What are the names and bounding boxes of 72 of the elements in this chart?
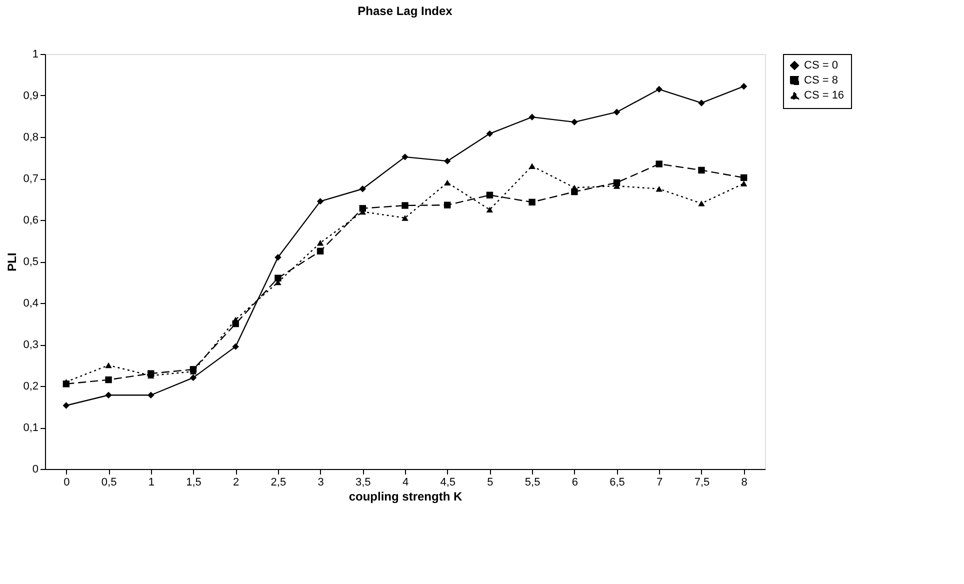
x-tick-label: 1: [148, 476, 154, 488]
x-tick-label: 2: [233, 476, 240, 488]
point: [571, 118, 578, 126]
y-tick-label: 0,6: [23, 214, 38, 226]
x-tick-label: 8: [741, 476, 748, 488]
point: [528, 163, 536, 169]
x-tick-label: 4: [402, 476, 409, 488]
point: [528, 114, 536, 120]
x-tick-label: 7: [656, 476, 663, 488]
point: [232, 343, 239, 350]
point: [402, 202, 408, 209]
point: [486, 206, 494, 213]
point: [698, 200, 705, 206]
x-tick-label: 5,5: [524, 476, 540, 488]
y-tick-label: 0,7: [23, 173, 38, 185]
y-tick-label: 1: [32, 48, 38, 60]
x-axis-title: coupling strength K: [348, 490, 462, 504]
x-tick-label: 2,5: [270, 476, 286, 488]
x-tick-label: 6: [572, 476, 578, 488]
point: [232, 316, 239, 323]
point: [316, 240, 324, 246]
point: [444, 158, 451, 164]
y-tick-label: 0,5: [23, 256, 38, 268]
point: [613, 108, 620, 116]
point: [316, 248, 324, 254]
point: [105, 362, 112, 368]
point: [571, 184, 578, 191]
x-tick-label: 6,5: [610, 476, 625, 488]
y-tick-label: 0,9: [23, 90, 38, 102]
x-tick-label: 1,5: [186, 476, 202, 488]
point: [444, 180, 451, 186]
point: [486, 130, 494, 138]
point: [274, 274, 282, 282]
point: [316, 198, 324, 205]
y-tick-label: 0,8: [23, 132, 38, 144]
y-axis-title: PLI: [5, 252, 20, 272]
point: [274, 254, 282, 261]
x-tick-label: 7,5: [694, 476, 710, 488]
y-tick-label: 0: [32, 464, 38, 476]
x-tick-label: 0,5: [101, 476, 117, 488]
point: [698, 166, 705, 174]
point: [190, 374, 197, 382]
x-tick-label: 5: [487, 476, 494, 488]
y-tick-label: 0,4: [23, 298, 38, 310]
point: [402, 154, 408, 160]
y-tick-label: 0,1: [23, 422, 38, 434]
point: [656, 86, 662, 93]
y-tick-label: 0,2: [23, 380, 38, 392]
point: [656, 186, 662, 192]
point: [62, 402, 70, 409]
legend-label: CS = 8: [804, 74, 838, 86]
point: [359, 186, 366, 192]
y-tick-label: 0,3: [23, 339, 38, 351]
point: [698, 100, 705, 106]
legend-label: CS = 16: [804, 90, 844, 102]
point: [148, 392, 154, 398]
point: [402, 215, 408, 221]
x-tick-label: 3,5: [356, 476, 371, 488]
x-tick-label: 4,5: [440, 476, 456, 488]
point: [444, 202, 451, 208]
x-tick-label: 3: [318, 476, 324, 488]
point: [105, 376, 112, 384]
point: [740, 180, 748, 186]
point: [656, 160, 662, 168]
point: [105, 392, 112, 398]
legend-label: CS = 0: [804, 60, 838, 72]
x-tick-label: 0: [64, 476, 70, 488]
chart-title: Phase Lag Index: [358, 4, 453, 18]
point: [528, 198, 536, 206]
point: [486, 192, 494, 198]
point: [740, 83, 748, 90]
point: [740, 174, 748, 182]
